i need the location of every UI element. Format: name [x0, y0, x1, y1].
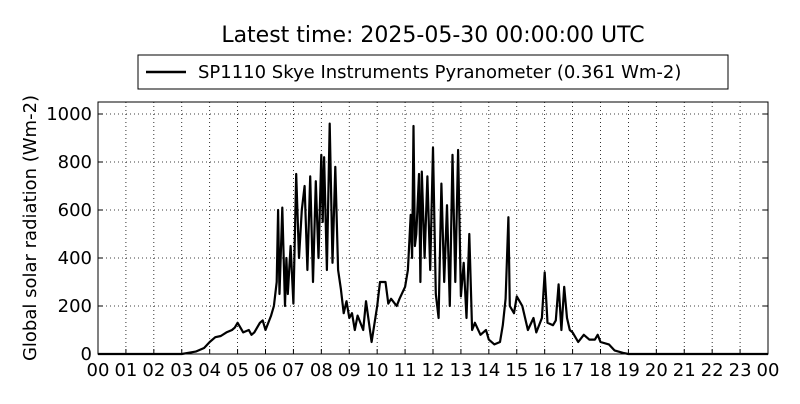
plot-frame	[97, 101, 769, 355]
x-tick-label: 03	[170, 360, 193, 381]
legend-box	[137, 54, 729, 90]
x-tick-label: 05	[226, 360, 249, 381]
y-tick-label: 400	[58, 248, 92, 269]
series-line	[98, 122, 768, 356]
x-tick-label: 07	[282, 360, 305, 381]
y-axis-label: Global solar radiation (Wm-2)	[20, 95, 41, 361]
x-tick-label: 08	[310, 360, 333, 381]
x-tick-label: 04	[198, 360, 221, 381]
x-tick-label: 10	[366, 360, 389, 381]
x-tick-label: 11	[394, 360, 417, 381]
x-tick-label: 20	[645, 360, 668, 381]
chart-title: Latest time: 2025-05-30 00:00:00 UTC	[221, 23, 644, 48]
y-tick-label: 200	[58, 296, 92, 317]
y-tick-label: 1000	[46, 104, 92, 125]
x-tick-label: 14	[477, 360, 500, 381]
x-tick-label: 15	[505, 360, 528, 381]
x-tick-label: 19	[617, 360, 640, 381]
y-tick-label: 600	[58, 200, 92, 221]
x-tick-label: 13	[449, 360, 472, 381]
y-tick-label: 800	[58, 152, 92, 173]
x-tick-label: 00	[757, 360, 780, 381]
x-tick-label: 21	[673, 360, 696, 381]
legend-label: SP1110 Skye Instruments Pyranometer (0.3…	[198, 62, 681, 83]
x-tick-label: 09	[338, 360, 361, 381]
x-tick-label: 06	[254, 360, 277, 381]
x-tick-label: 16	[533, 360, 556, 381]
x-tick-label: 22	[701, 360, 724, 381]
x-tick-label: 02	[142, 360, 165, 381]
x-tick-label: 00	[87, 360, 110, 381]
x-tick-label: 23	[729, 360, 752, 381]
x-tick-label: 12	[422, 360, 445, 381]
x-tick-label: 01	[114, 360, 137, 381]
y-tick-label: 0	[81, 344, 92, 365]
x-tick-label: 18	[589, 360, 612, 381]
x-tick-label: 17	[561, 360, 584, 381]
